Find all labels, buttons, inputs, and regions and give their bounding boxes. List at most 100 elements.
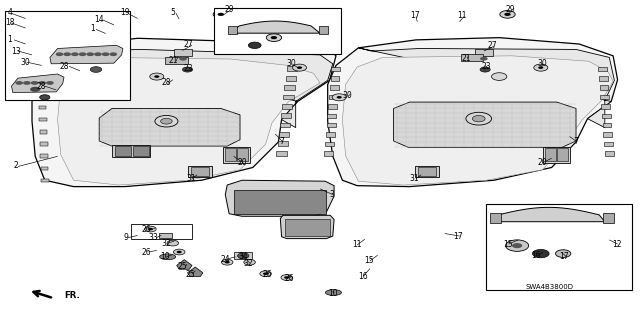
- Bar: [278, 142, 288, 146]
- Text: 26: 26: [284, 274, 294, 283]
- Text: 30: 30: [286, 59, 296, 68]
- Bar: [41, 179, 49, 182]
- Bar: [605, 151, 614, 156]
- Bar: [600, 95, 609, 99]
- Circle shape: [538, 66, 543, 69]
- Text: 18: 18: [5, 18, 14, 27]
- Bar: [159, 233, 172, 238]
- Text: 10: 10: [328, 289, 338, 298]
- Bar: [279, 132, 289, 137]
- Bar: [188, 166, 212, 177]
- Bar: [461, 54, 483, 61]
- Text: 1: 1: [7, 35, 12, 44]
- Bar: [326, 132, 335, 137]
- Circle shape: [109, 52, 117, 56]
- Bar: [223, 147, 250, 163]
- Text: 30: 30: [20, 58, 31, 67]
- Bar: [319, 26, 328, 34]
- Text: 31: 31: [186, 174, 196, 183]
- Bar: [415, 166, 439, 177]
- Text: 29: 29: [505, 5, 515, 14]
- Text: 27: 27: [184, 40, 194, 49]
- Circle shape: [332, 94, 346, 101]
- Text: 16: 16: [531, 251, 541, 260]
- Bar: [281, 113, 291, 118]
- Text: 5: 5: [170, 8, 175, 17]
- Bar: [133, 146, 149, 156]
- Bar: [490, 213, 501, 223]
- Circle shape: [56, 52, 63, 56]
- Bar: [191, 167, 209, 176]
- Circle shape: [263, 272, 268, 275]
- Text: 17: 17: [452, 232, 463, 241]
- Text: 13: 13: [11, 47, 21, 56]
- Text: 33: 33: [148, 233, 159, 242]
- Text: 23: 23: [184, 64, 194, 73]
- Bar: [287, 66, 297, 71]
- Bar: [284, 85, 294, 90]
- Polygon shape: [229, 21, 320, 33]
- Circle shape: [154, 75, 159, 78]
- Circle shape: [225, 261, 230, 263]
- Text: 17: 17: [559, 252, 570, 261]
- Bar: [131, 224, 192, 239]
- Bar: [545, 148, 556, 161]
- Bar: [40, 142, 47, 145]
- Circle shape: [297, 66, 302, 69]
- Bar: [329, 95, 338, 99]
- Circle shape: [266, 34, 282, 41]
- Circle shape: [466, 112, 492, 125]
- Circle shape: [90, 67, 102, 72]
- Bar: [5, 11, 130, 100]
- Circle shape: [500, 11, 515, 18]
- Bar: [234, 252, 252, 259]
- Polygon shape: [492, 207, 605, 222]
- Circle shape: [150, 73, 164, 80]
- Text: 19: 19: [120, 8, 130, 17]
- Circle shape: [86, 52, 94, 56]
- Text: 25: 25: [185, 270, 195, 279]
- Bar: [325, 142, 334, 146]
- Polygon shape: [32, 38, 336, 187]
- Bar: [234, 190, 326, 214]
- Polygon shape: [225, 180, 334, 216]
- Polygon shape: [58, 57, 320, 185]
- Bar: [280, 123, 290, 128]
- Bar: [599, 76, 608, 80]
- Text: FR.: FR.: [64, 291, 80, 300]
- Circle shape: [15, 81, 23, 85]
- Circle shape: [155, 115, 178, 127]
- Circle shape: [102, 52, 109, 56]
- Polygon shape: [67, 46, 333, 128]
- Bar: [39, 106, 47, 109]
- Bar: [328, 114, 337, 118]
- Circle shape: [248, 42, 261, 48]
- Circle shape: [292, 64, 307, 71]
- Bar: [324, 151, 333, 156]
- Bar: [604, 142, 613, 146]
- Bar: [165, 57, 188, 64]
- Circle shape: [480, 57, 488, 61]
- Bar: [330, 76, 339, 80]
- Text: 9: 9: [123, 233, 128, 242]
- Bar: [237, 148, 248, 161]
- Polygon shape: [12, 74, 64, 93]
- Circle shape: [40, 95, 50, 100]
- Text: 26: 26: [141, 248, 151, 256]
- Circle shape: [148, 228, 153, 230]
- Circle shape: [213, 11, 228, 18]
- Circle shape: [281, 275, 292, 280]
- Text: 14: 14: [94, 15, 104, 24]
- Circle shape: [221, 259, 233, 265]
- Bar: [475, 49, 493, 56]
- Bar: [332, 67, 340, 71]
- Text: 34: 34: [238, 252, 248, 261]
- Bar: [276, 151, 287, 156]
- Polygon shape: [177, 260, 192, 269]
- Circle shape: [46, 81, 54, 85]
- Bar: [543, 147, 570, 163]
- Bar: [39, 118, 47, 122]
- Text: 15: 15: [364, 256, 374, 265]
- Text: 7: 7: [279, 137, 284, 146]
- Text: 30: 30: [537, 59, 547, 68]
